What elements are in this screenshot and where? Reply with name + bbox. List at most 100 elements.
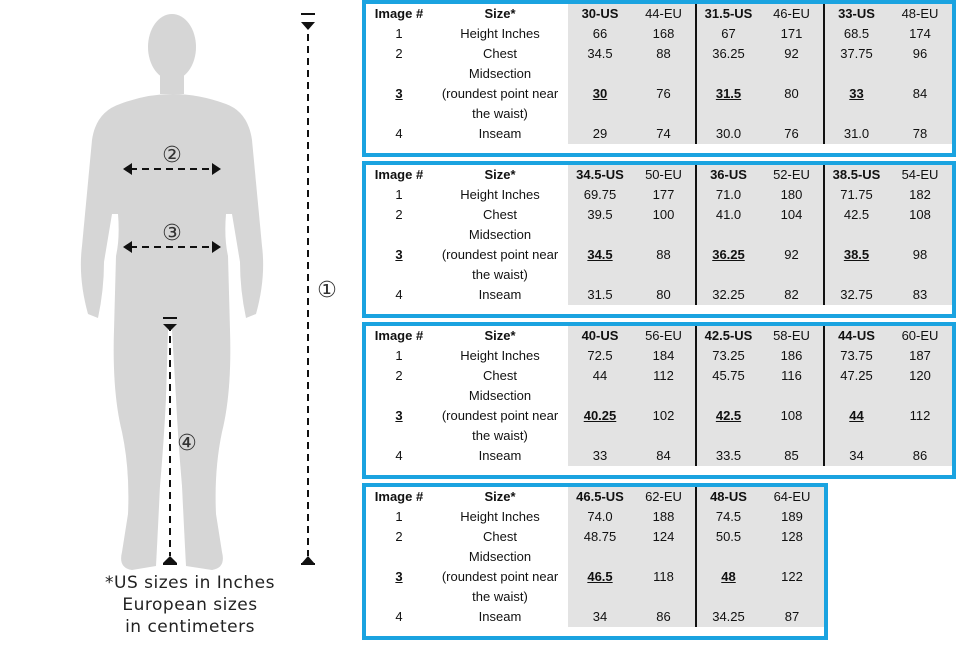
value-us: 31.5 bbox=[568, 285, 632, 305]
size-table: Image # Size* 34.5-US 50-EU 36-US 52-EU 38.5-U… bbox=[366, 165, 952, 305]
value-us: 66 bbox=[568, 24, 632, 44]
value-eu: 122 bbox=[760, 547, 824, 607]
row-label-midsection: Midsection bbox=[468, 66, 532, 81]
row-number: 1 bbox=[395, 509, 403, 524]
footnote-line2: European sizes bbox=[122, 595, 258, 615]
value-eu: 118 bbox=[632, 547, 696, 607]
value-eu: 186 bbox=[760, 346, 824, 366]
table-row: 1 Height Inches 66 168 67 171 68.5 174 bbox=[366, 24, 952, 44]
row-label-inseam: Inseam bbox=[478, 126, 522, 141]
value-us: 33 bbox=[568, 446, 632, 466]
size-eu-label: 58-EU bbox=[760, 326, 824, 346]
value-us: 32.75 bbox=[823, 285, 888, 305]
footnote-line1: *US sizes in Inches bbox=[105, 573, 275, 593]
row-label-midsection-detail: the waist) bbox=[472, 267, 528, 282]
value-us: 36.25 bbox=[695, 225, 760, 285]
table-row: the waist) bbox=[366, 426, 952, 446]
table-row: 2 Chest 48.75 124 50.5 128 bbox=[366, 527, 824, 547]
table-row: 1 Height Inches 74.0 188 74.5 189 bbox=[366, 507, 824, 527]
size-us-label: 31.5-US bbox=[695, 4, 760, 24]
value-us: 44 bbox=[568, 366, 632, 386]
size-eu-label: 64-EU bbox=[760, 487, 824, 507]
row-label-height: Height Inches bbox=[460, 509, 540, 524]
value-eu: 128 bbox=[760, 527, 824, 547]
row-number: 4 bbox=[395, 609, 403, 624]
table-row: 4 Inseam 33 84 33.5 85 34 86 bbox=[366, 446, 952, 466]
value-eu: 171 bbox=[760, 24, 824, 44]
header-size: Size* bbox=[484, 167, 516, 182]
row-number: 1 bbox=[395, 26, 403, 41]
row-label-inseam: Inseam bbox=[478, 609, 522, 624]
value-eu: 82 bbox=[760, 285, 824, 305]
size-eu-label: 54-EU bbox=[888, 165, 952, 185]
size-eu-label: 52-EU bbox=[760, 165, 824, 185]
row-number: 3 bbox=[395, 408, 403, 423]
size-block-4: Image # Size* 46.5-US 62-EU 48-US 64-EU 1 Heigh… bbox=[362, 483, 828, 640]
value-us: 50.5 bbox=[695, 527, 760, 547]
marker-midsection: ③ bbox=[162, 221, 182, 246]
table-row: 2 Chest 34.5 88 36.25 92 37.75 96 bbox=[366, 44, 952, 64]
value-us: 73.25 bbox=[695, 346, 760, 366]
value-eu: 189 bbox=[760, 507, 824, 527]
value-eu: 88 bbox=[632, 44, 696, 64]
size-table: Image # Size* 30-US 44-EU 31.5-US 46-EU 33-US 4… bbox=[366, 4, 952, 144]
table-row: 4 Inseam 31.5 80 32.25 82 32.75 83 bbox=[366, 285, 952, 305]
row-label-midsection-detail: (roundest point near bbox=[441, 247, 559, 262]
value-us: 39.5 bbox=[568, 205, 632, 225]
value-eu: 92 bbox=[760, 225, 824, 285]
size-us-label: 44-US bbox=[823, 326, 888, 346]
value-eu: 85 bbox=[760, 446, 824, 466]
body-silhouette: ① ② ③ ④ bbox=[80, 13, 337, 570]
row-label-chest: Chest bbox=[483, 46, 517, 61]
value-us: 36.25 bbox=[695, 44, 760, 64]
row-number: 4 bbox=[395, 287, 403, 302]
row-label-midsection-detail: (roundest point near bbox=[441, 569, 559, 584]
header-size: Size* bbox=[484, 328, 516, 343]
row-number: 1 bbox=[395, 348, 403, 363]
table-row: (roundest point near bbox=[366, 245, 952, 265]
row-label-midsection: Midsection bbox=[468, 388, 532, 403]
table-row: 2 Chest 44 112 45.75 116 47.25 120 bbox=[366, 366, 952, 386]
row-number: 4 bbox=[395, 126, 403, 141]
table-header-row: Image # Size* 30-US 44-EU 31.5-US 46-EU 33-US 4… bbox=[366, 4, 952, 24]
row-label-height: Height Inches bbox=[460, 187, 540, 202]
row-label-chest: Chest bbox=[483, 207, 517, 222]
value-eu: 116 bbox=[760, 366, 824, 386]
value-eu: 112 bbox=[888, 386, 952, 446]
value-us: 40.25 bbox=[568, 386, 632, 446]
size-us-label: 42.5-US bbox=[695, 326, 760, 346]
row-number: 3 bbox=[395, 86, 403, 101]
value-us: 30 bbox=[568, 64, 632, 124]
value-us: 47.25 bbox=[823, 366, 888, 386]
value-us: 71.0 bbox=[695, 185, 760, 205]
table-row: the waist) bbox=[366, 587, 824, 607]
value-eu: 86 bbox=[632, 607, 696, 627]
table-row: 1 Height Inches 72.5 184 73.25 186 73.75 187 bbox=[366, 346, 952, 366]
row-label-height: Height Inches bbox=[460, 26, 540, 41]
marker-chest: ② bbox=[162, 143, 182, 168]
table-row: 1 Height Inches 69.75 177 71.0 180 71.75 182 bbox=[366, 185, 952, 205]
value-us: 48.75 bbox=[568, 527, 632, 547]
value-us: 44 bbox=[823, 386, 888, 446]
row-label-midsection-detail: (roundest point near bbox=[441, 86, 559, 101]
value-us: 67 bbox=[695, 24, 760, 44]
table-row: (roundest point near bbox=[366, 84, 952, 104]
header-image-number: Image # bbox=[374, 328, 424, 343]
value-eu: 124 bbox=[632, 527, 696, 547]
measurement-figure: ① ② ③ ④ *US sizes in Inches European siz… bbox=[0, 0, 362, 640]
size-eu-label: 50-EU bbox=[632, 165, 696, 185]
value-eu: 84 bbox=[632, 446, 696, 466]
value-us: 46.5 bbox=[568, 547, 632, 607]
size-table: Image # Size* 46.5-US 62-EU 48-US 64-EU 1 Heigh… bbox=[366, 487, 824, 627]
value-eu: 187 bbox=[888, 346, 952, 366]
value-us: 30.0 bbox=[695, 124, 760, 144]
table-header-row: Image # Size* 34.5-US 50-EU 36-US 52-EU 38.5-U… bbox=[366, 165, 952, 185]
value-eu: 177 bbox=[632, 185, 696, 205]
row-number: 2 bbox=[395, 368, 403, 383]
table-header-row: Image # Size* 46.5-US 62-EU 48-US 64-EU bbox=[366, 487, 824, 507]
value-eu: 88 bbox=[632, 225, 696, 285]
size-us-label: 34.5-US bbox=[568, 165, 632, 185]
value-eu: 96 bbox=[888, 44, 952, 64]
size-block-2: Image # Size* 34.5-US 50-EU 36-US 52-EU 38.5-U… bbox=[362, 161, 956, 318]
value-eu: 74 bbox=[632, 124, 696, 144]
